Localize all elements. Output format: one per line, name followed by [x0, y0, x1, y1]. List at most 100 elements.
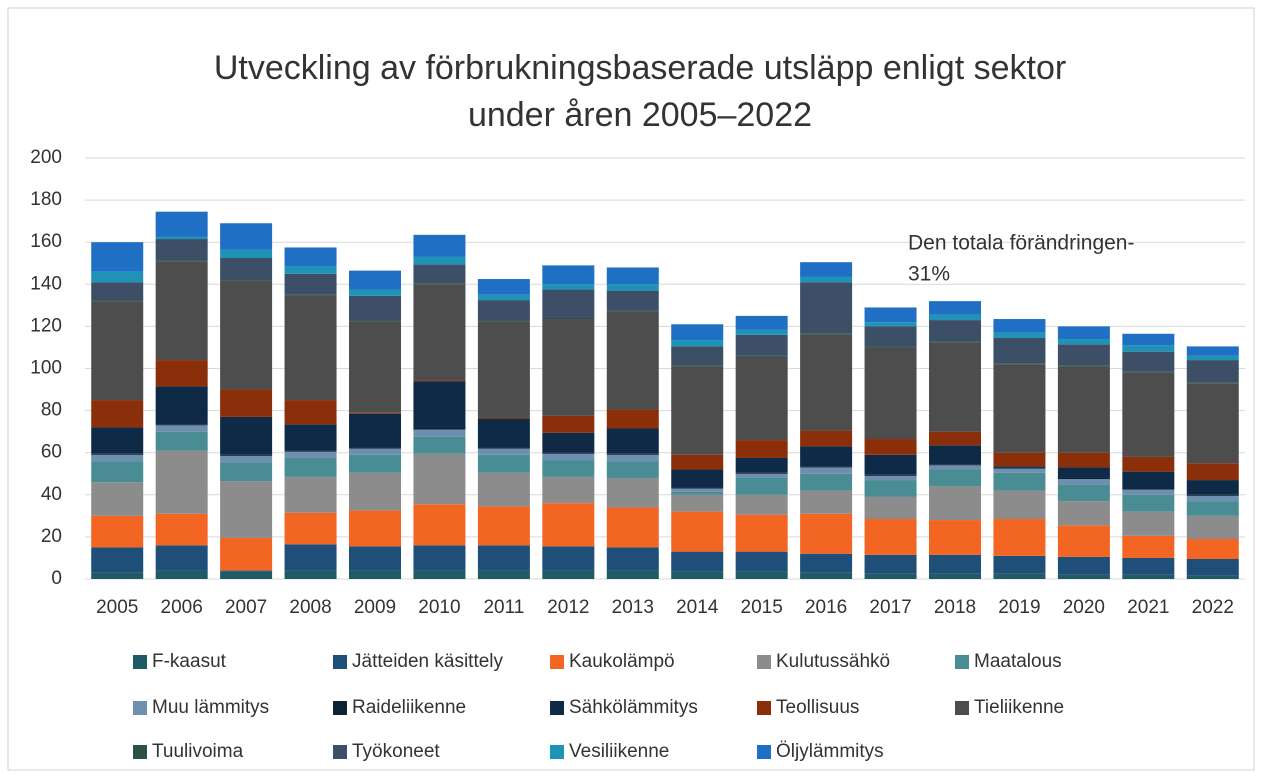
bar-segment [477, 417, 530, 420]
bar-segment [671, 487, 724, 489]
bar-segment [220, 537, 273, 571]
bar-segment [91, 453, 144, 455]
bar-segment [91, 301, 144, 401]
bar-segment [1122, 456, 1175, 472]
x-tick-label: 2006 [161, 597, 203, 618]
bar-segment [91, 461, 144, 483]
bar-segment [1057, 344, 1110, 366]
bar-segment [735, 329, 788, 335]
x-tick-label: 2008 [289, 597, 331, 618]
bar-segment [606, 507, 659, 548]
bar-segment [864, 454, 917, 475]
bar-segment [155, 450, 208, 514]
bar-segment [413, 234, 466, 257]
bar-segment [735, 315, 788, 330]
bar-segment [929, 301, 981, 315]
bar-segment [864, 439, 917, 455]
bar-segment [91, 572, 144, 579]
bar-segment [220, 571, 273, 579]
bar-segment [800, 282, 853, 334]
legend-label: Kulutussähkö [776, 651, 890, 672]
x-tick-label: 2022 [1192, 597, 1234, 618]
bar-segment [220, 455, 273, 463]
bar-segment [864, 322, 917, 327]
bar-segment [993, 452, 1046, 467]
bar-segment [993, 363, 1046, 365]
x-tick-label: 2007 [225, 597, 267, 618]
bar-segment [800, 513, 853, 554]
legend-swatch [333, 655, 347, 669]
bar-segment [800, 276, 853, 283]
bar-segment [929, 342, 981, 432]
bar-segment [155, 260, 208, 262]
bar-segment [349, 448, 401, 455]
bar-segment [220, 280, 273, 390]
bar-segment [477, 506, 530, 546]
bar-segment [1057, 484, 1110, 502]
bar-segment [91, 427, 144, 454]
bar-segment [1057, 477, 1110, 480]
x-tick-label: 2014 [676, 597, 719, 618]
bar-segment [91, 482, 144, 516]
chart-title: Utveckling av förbrukningsbaserade utslä… [214, 49, 1066, 87]
bar-segment [735, 477, 788, 495]
bar-segment [413, 381, 466, 429]
bar-segment [284, 544, 337, 571]
bar-segment [864, 307, 917, 323]
bar-segment [735, 457, 788, 473]
bar-segment [606, 311, 659, 410]
bar-segment [1057, 467, 1110, 478]
x-tick-label: 2016 [805, 597, 847, 618]
y-tick-label: 180 [30, 189, 62, 210]
bar-segment [993, 467, 1046, 469]
legend-swatch [955, 655, 969, 669]
bar-segment [220, 454, 273, 456]
bar-segment [606, 547, 659, 571]
legend-swatch [955, 701, 969, 715]
bar-segment [993, 555, 1046, 574]
legend-swatch [550, 701, 564, 715]
bar-segment [671, 494, 724, 512]
bar-segment [155, 431, 208, 451]
bar-segment [284, 457, 337, 477]
y-tick-label: 140 [30, 273, 62, 294]
bar-segment [1122, 535, 1175, 558]
bar-segment [155, 513, 208, 546]
bar-segment [477, 454, 530, 473]
bar-segment [220, 462, 273, 482]
bar-segment [284, 247, 337, 267]
legend-label: Raideliikenne [352, 697, 466, 718]
bar-segment [864, 480, 917, 497]
bar-segment [542, 503, 595, 547]
bar-segment [477, 321, 530, 418]
bar-segment [155, 386, 208, 425]
bar-segment [477, 545, 530, 571]
bar-segment [864, 519, 917, 555]
bar-segment [284, 476, 337, 513]
bar-segment [220, 223, 273, 250]
bar-segment [349, 413, 401, 448]
bar-segment [1122, 372, 1175, 457]
bar-segment [1186, 355, 1239, 361]
bar-segment [542, 319, 595, 416]
bar-segment [929, 320, 981, 342]
bar-segment [155, 360, 208, 387]
bar-segment [284, 295, 337, 401]
bar-segment [735, 356, 788, 441]
bar-segment [1186, 382, 1239, 384]
bar-segment [349, 570, 401, 579]
x-tick-label: 2015 [741, 597, 783, 618]
bar-segment [477, 320, 530, 322]
bar-segment [1057, 574, 1110, 579]
bar-segment [413, 256, 466, 265]
bar-segment [606, 267, 659, 285]
bar-segment [735, 472, 788, 474]
bar-segment [91, 282, 144, 301]
bar-segment [800, 572, 853, 579]
bar-segment [606, 290, 659, 311]
legend-swatch [757, 745, 771, 759]
bar-segment [993, 337, 1046, 364]
bar-segment [91, 271, 144, 283]
bar-segment [671, 340, 724, 347]
